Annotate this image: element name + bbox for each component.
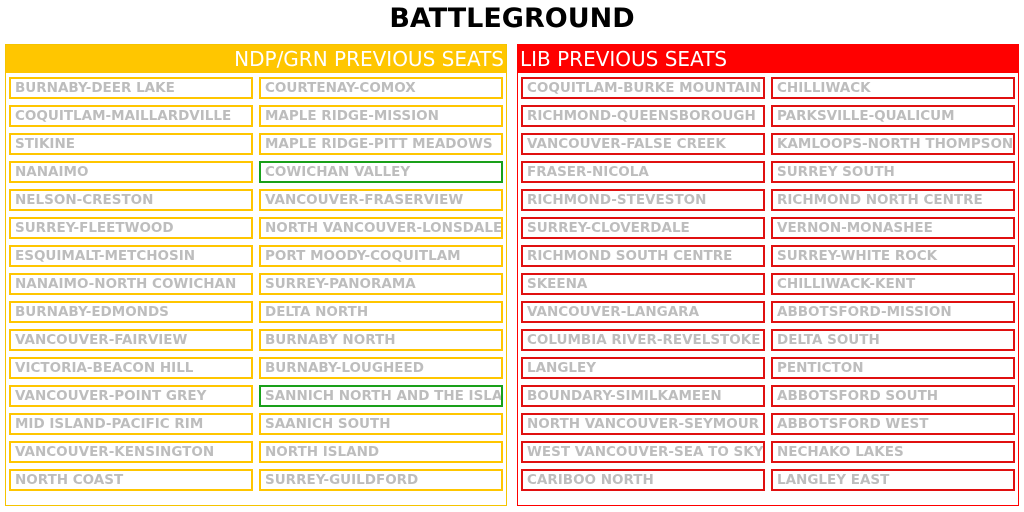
seat-cell: SURREY-FLEETWOOD	[9, 217, 253, 239]
seat-cell: PENTICTON	[771, 357, 1015, 379]
seat-cell: LANGLEY EAST	[771, 469, 1015, 491]
seat-cell: ABBOTSFORD WEST	[771, 413, 1015, 435]
seat-cell: KAMLOOPS-NORTH THOMPSON	[771, 133, 1015, 155]
seat-cell: BOUNDARY-SIMILKAMEEN	[521, 385, 765, 407]
seat-cell: RICHMOND-QUEENSBOROUGH	[521, 105, 765, 127]
seat-cell: LANGLEY	[521, 357, 765, 379]
seat-cell: SAANICH SOUTH	[259, 413, 503, 435]
seat-cell: SURREY-PANORAMA	[259, 273, 503, 295]
seat-cell: NORTH COAST	[9, 469, 253, 491]
seat-cell: VERNON-MONASHEE	[771, 217, 1015, 239]
seat-cell: COWICHAN VALLEY	[259, 161, 503, 183]
seat-cell: VANCOUVER-FRASERVIEW	[259, 189, 503, 211]
ndp-grn-seat-grid: BURNABY-DEER LAKE COQUITLAM-MAILLARDVILLE…	[9, 77, 505, 495]
seat-cell: MID ISLAND-PACIFIC RIM	[9, 413, 253, 435]
seat-cell: VICTORIA-BEACON HILL	[9, 357, 253, 379]
seat-cell: ABBOTSFORD SOUTH	[771, 385, 1015, 407]
seat-cell: VANCOUVER-POINT GREY	[9, 385, 253, 407]
seat-cell: MAPLE RIDGE-PITT MEADOWS	[259, 133, 503, 155]
seat-cell: SKEENA	[521, 273, 765, 295]
seat-cell: FRASER-NICOLA	[521, 161, 765, 183]
seat-cell: BURNABY-EDMONDS	[9, 301, 253, 323]
seat-cell: NANAIMO	[9, 161, 253, 183]
seat-cell: STIKINE	[9, 133, 253, 155]
seat-cell: NECHAKO LAKES	[771, 441, 1015, 463]
seat-cell: ABBOTSFORD-MISSION	[771, 301, 1015, 323]
seat-cell: VANCOUVER-LANGARA	[521, 301, 765, 323]
seat-cell: CHILLIWACK-KENT	[771, 273, 1015, 295]
seat-cell: WEST VANCOUVER-SEA TO SKY	[521, 441, 765, 463]
seat-cell: DELTA SOUTH	[771, 329, 1015, 351]
seat-cell: NELSON-CRESTON	[9, 189, 253, 211]
seat-cell: COURTENAY-COMOX	[259, 77, 503, 99]
ndp-grn-previous-seats-panel: NDP/GRN PREVIOUS SEATS BURNABY-DEER LAKE…	[5, 44, 507, 506]
seat-cell: SURREY-CLOVERDALE	[521, 217, 765, 239]
seat-cell: RICHMOND-STEVESTON	[521, 189, 765, 211]
seat-cell: RICHMOND NORTH CENTRE	[771, 189, 1015, 211]
seat-cell: NORTH VANCOUVER-LONSDALE	[259, 217, 503, 239]
seat-cell: BURNABY-DEER LAKE	[9, 77, 253, 99]
seat-cell: SURREY-WHITE ROCK	[771, 245, 1015, 267]
seat-cell: MAPLE RIDGE-MISSION	[259, 105, 503, 127]
lib-panel-header: LIB PREVIOUS SEATS	[518, 45, 1018, 73]
seat-cell: SURREY-GUILDFORD	[259, 469, 503, 491]
seat-cell: PARKSVILLE-QUALICUM	[771, 105, 1015, 127]
lib-previous-seats-panel: LIB PREVIOUS SEATS COQUITLAM-BURKE MOUNT…	[517, 44, 1019, 506]
seat-cell: PORT MOODY-COQUITLAM	[259, 245, 503, 267]
seat-cell: NORTH VANCOUVER-SEYMOUR	[521, 413, 765, 435]
seat-cell: VANCOUVER-FAIRVIEW	[9, 329, 253, 351]
seat-cell: VANCOUVER-KENSINGTON	[9, 441, 253, 463]
seat-cell: BURNABY-LOUGHEED	[259, 357, 503, 379]
seat-cell: SANNICH NORTH AND THE ISLAND	[259, 385, 503, 407]
seat-cell: COQUITLAM-MAILLARDVILLE	[9, 105, 253, 127]
seat-cell: SURREY SOUTH	[771, 161, 1015, 183]
seat-cell: VANCOUVER-FALSE CREEK	[521, 133, 765, 155]
page-title: BATTLEGROUND	[389, 3, 635, 34]
seat-cell: NORTH ISLAND	[259, 441, 503, 463]
ndp-grn-panel-header: NDP/GRN PREVIOUS SEATS	[6, 45, 506, 73]
seat-cell: RICHMOND SOUTH CENTRE	[521, 245, 765, 267]
seat-cell: COLUMBIA RIVER-REVELSTOKE	[521, 329, 765, 351]
seat-cell: CARIBOO NORTH	[521, 469, 765, 491]
seat-cell: CHILLIWACK	[771, 77, 1015, 99]
seat-cell: COQUITLAM-BURKE MOUNTAIN	[521, 77, 765, 99]
lib-seat-grid: COQUITLAM-BURKE MOUNTAIN RICHMOND-QUEENSB…	[521, 77, 1017, 495]
seat-cell: NANAIMO-NORTH COWICHAN	[9, 273, 253, 295]
seat-cell: DELTA NORTH	[259, 301, 503, 323]
seat-cell: BURNABY NORTH	[259, 329, 503, 351]
seat-cell: ESQUIMALT-METCHOSIN	[9, 245, 253, 267]
